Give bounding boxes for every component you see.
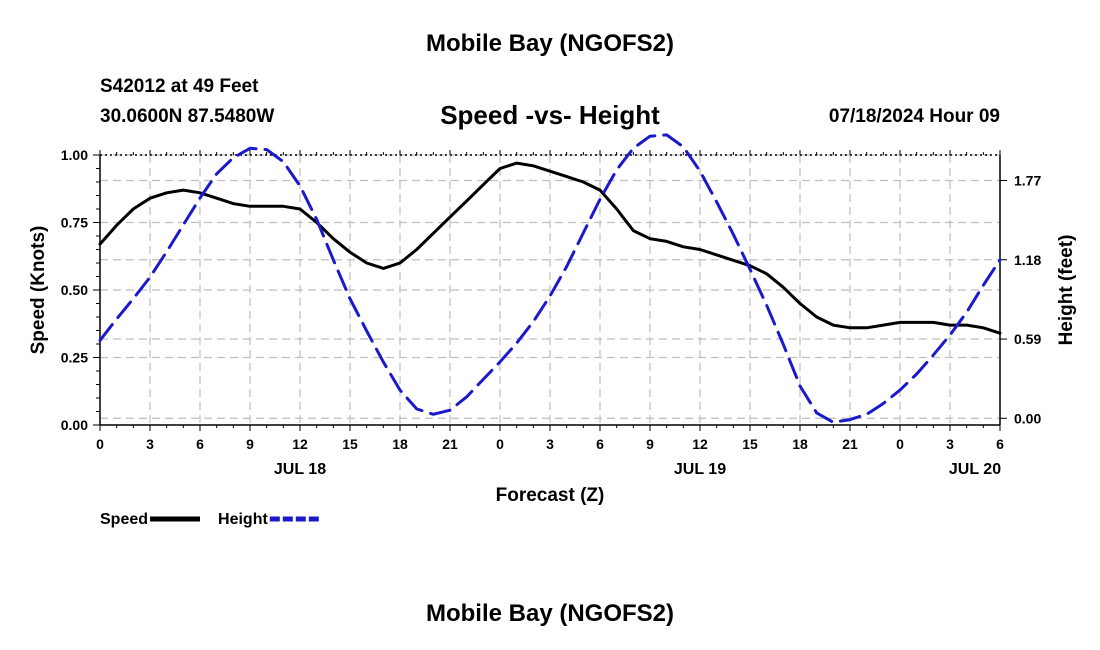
y-axis-label: Speed (Knots) xyxy=(28,226,49,355)
x-axis-label: Forecast (Z) xyxy=(496,485,605,506)
x-tick-label: 12 xyxy=(292,436,308,452)
legend-label: Speed xyxy=(100,511,148,528)
x-tick-label: 18 xyxy=(392,436,408,452)
date-label: JUL 18 xyxy=(274,461,326,478)
y-tick-label: 1.00 xyxy=(61,147,88,163)
station-coordinates: 30.0600N 87.5480W xyxy=(100,106,275,127)
x-tick-label: 0 xyxy=(496,436,504,452)
y2-tick-label: 1.18 xyxy=(1014,252,1041,268)
x-tick-label: 6 xyxy=(996,436,1004,452)
series-group xyxy=(98,133,1002,424)
x-tick-label: 15 xyxy=(342,436,358,452)
grid xyxy=(100,154,1000,425)
x-tick-label: 3 xyxy=(546,436,554,452)
y-tick-label: 0.00 xyxy=(61,417,88,433)
x-tick-label: 0 xyxy=(896,436,904,452)
x-tick-label: 21 xyxy=(842,436,858,452)
x-tick-label: 18 xyxy=(792,436,808,452)
y-tick-label: 0.50 xyxy=(61,282,88,298)
y-tick-label: 0.75 xyxy=(61,215,88,231)
x-tick-label: 0 xyxy=(96,436,104,452)
legend: Speed Height xyxy=(100,511,320,528)
y2-tick-label: 0.59 xyxy=(1014,331,1041,347)
x-tick-label: 3 xyxy=(146,436,154,452)
x-tick-label: 3 xyxy=(946,436,954,452)
x-tick-label: 21 xyxy=(442,436,458,452)
page-title: Mobile Bay (NGOFS2) xyxy=(425,30,675,57)
y2-tick-label: 0.00 xyxy=(1014,410,1041,426)
y-tick-label: 0.25 xyxy=(61,350,88,366)
y2-tick-label: 1.77 xyxy=(1014,173,1041,189)
x-tick-label: 6 xyxy=(196,436,204,452)
page-title-bottom: Mobile Bay (NGOFS2) xyxy=(425,600,675,627)
x-tick-label: 9 xyxy=(246,436,254,452)
ticks: 0 3 6 9 12 15 18 21 0 3 6 9 12 15 18 21 0 3 6 JUL 18 JUL 19 J… xyxy=(61,147,1042,478)
legend-label: Height xyxy=(218,511,268,528)
axis-labels: Forecast (Z) Speed (Knots) Height (feet) xyxy=(28,226,1077,506)
station-label: S42012 at 49 Feet xyxy=(100,76,259,97)
x-tick-label: 9 xyxy=(646,436,654,452)
date-label: JUL 19 xyxy=(674,461,726,478)
chart-title: Speed -vs- Height xyxy=(440,100,660,130)
x-tick-label: 12 xyxy=(692,436,708,452)
date-label: JUL 20 xyxy=(949,461,1001,478)
speed-height-chart: 0 3 6 9 12 15 18 21 0 3 6 9 12 15 18 21 0 3 6 JUL 18 JUL 19 J… xyxy=(28,133,1077,528)
height-series-line xyxy=(98,133,1002,424)
x-tick-label: 6 xyxy=(596,436,604,452)
x-tick-label: 15 xyxy=(742,436,758,452)
speed-series-line xyxy=(98,161,1002,335)
y2-axis-label: Height (feet) xyxy=(1056,235,1077,346)
forecast-timestamp: 07/18/2024 Hour 09 xyxy=(828,106,1000,127)
